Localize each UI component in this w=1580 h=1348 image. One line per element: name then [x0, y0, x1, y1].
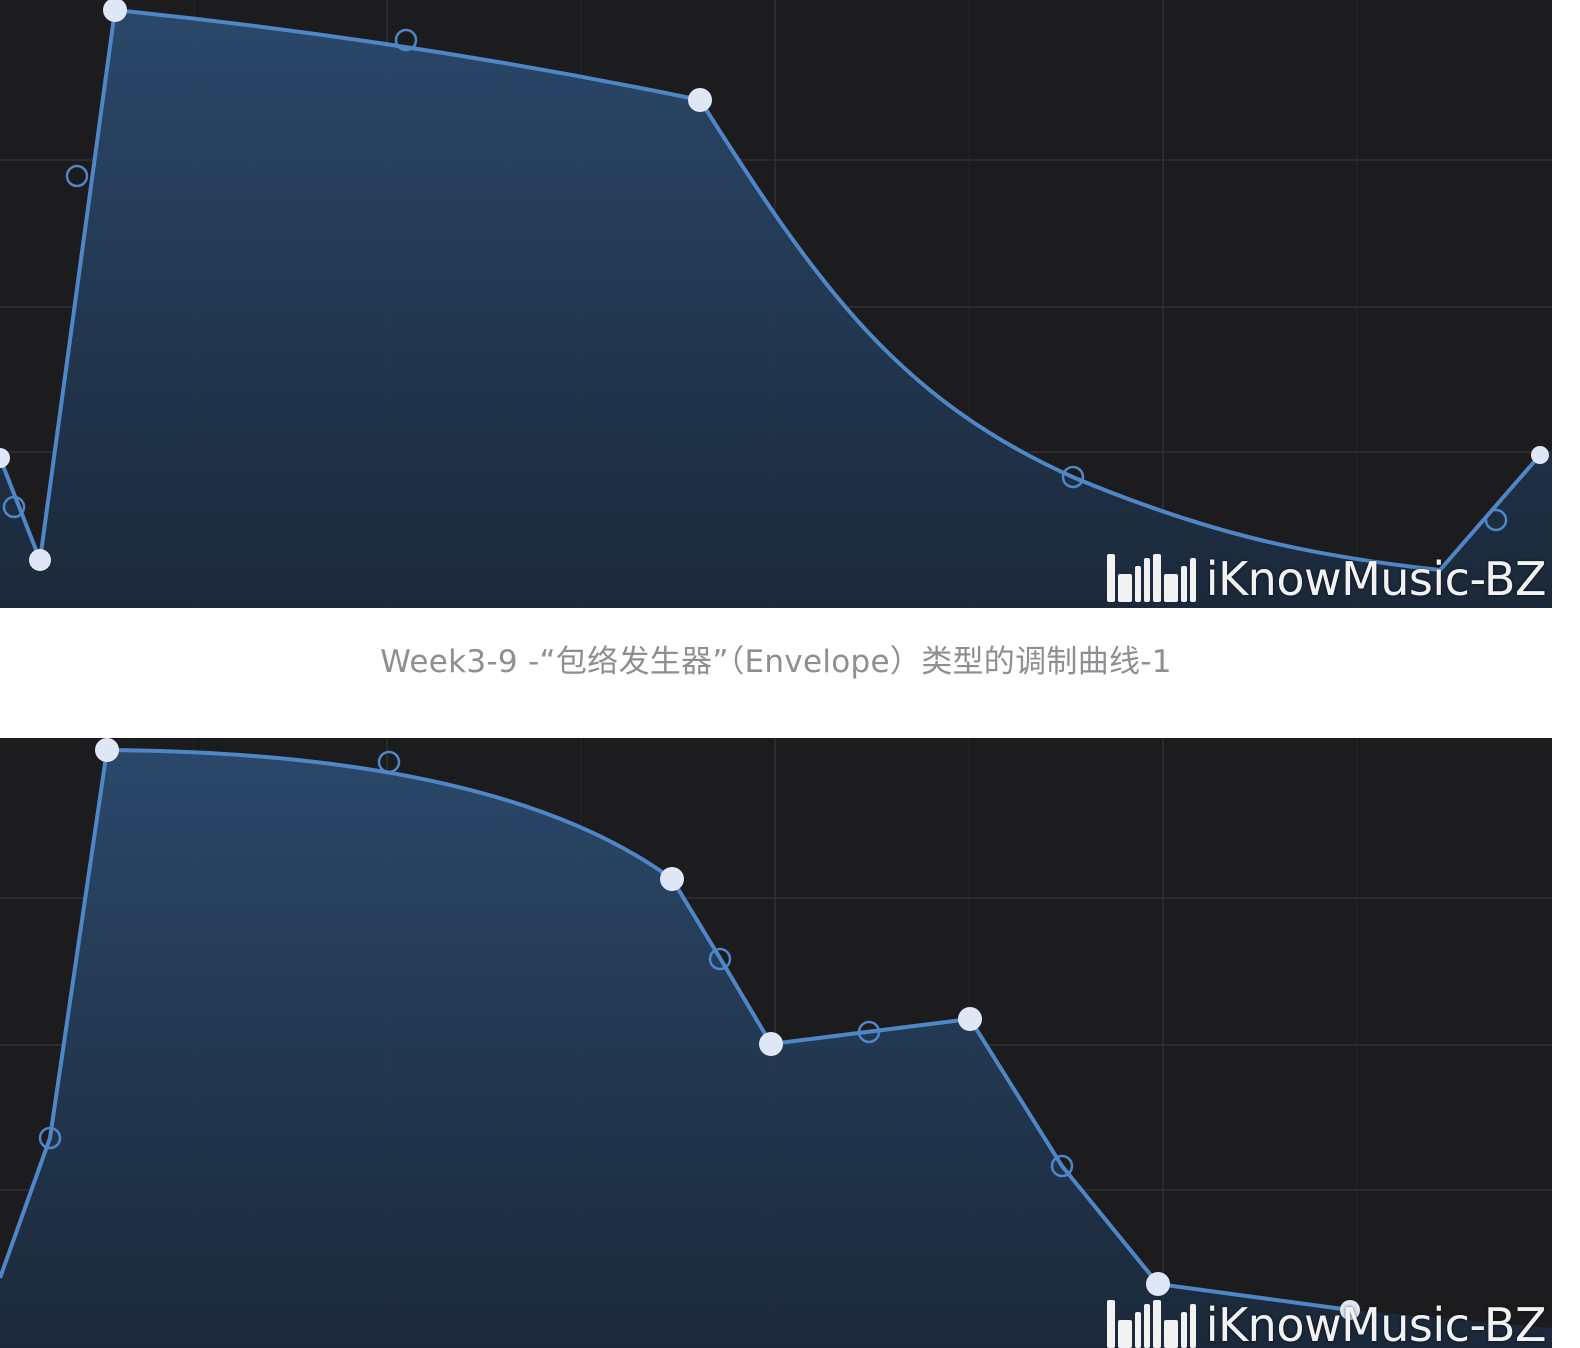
bilibili-logo-icon: [1106, 546, 1196, 602]
bilibili-logo-icon: [1106, 1292, 1196, 1348]
breakpoint-handle[interactable]: [958, 1007, 982, 1031]
curve-handle[interactable]: [857, 1020, 881, 1044]
envelope-canvas-1: [0, 0, 1552, 608]
breakpoint-handle[interactable]: [95, 738, 119, 762]
watermark-text: iKnowMusic-BZ: [1205, 552, 1547, 606]
watermark: iKnowMusic-BZ: [1106, 1292, 1547, 1348]
breakpoint-handle[interactable]: [1146, 1272, 1170, 1296]
curve-handle[interactable]: [38, 1126, 62, 1150]
curve-handle[interactable]: [708, 947, 732, 971]
breakpoint-handle[interactable]: [1340, 1300, 1360, 1320]
breakpoint-handle[interactable]: [688, 88, 712, 112]
breakpoint-handle[interactable]: [660, 867, 684, 891]
curve-handle[interactable]: [1061, 465, 1085, 489]
curve-handle[interactable]: [1050, 1154, 1074, 1178]
envelope-editor-2: iKnowMusic-BZ: [0, 738, 1552, 1348]
breakpoint-handle[interactable]: [103, 0, 127, 22]
watermark: iKnowMusic-BZ: [1106, 546, 1547, 606]
breakpoint-handles: [95, 738, 1360, 1320]
figure-caption: Week3-9 -“包络发生器”（Envelope）类型的调制曲线-1: [380, 644, 1172, 680]
breakpoint-handle[interactable]: [1531, 446, 1549, 464]
curve-handle[interactable]: [394, 28, 418, 52]
curve-handle[interactable]: [2, 495, 26, 519]
envelope-canvas-2: [0, 738, 1552, 1348]
breakpoint-handle[interactable]: [0, 448, 10, 468]
envelope-fill: [0, 10, 1552, 608]
envelope-curve: [0, 747, 1351, 1312]
envelope-curve: [0, 7, 1542, 573]
envelope-editor-1: iKnowMusic-BZ: [0, 0, 1552, 608]
curve-handles: [2, 28, 1508, 532]
breakpoint-handle[interactable]: [29, 549, 51, 571]
curve-handle[interactable]: [377, 750, 401, 774]
breakpoint-handle[interactable]: [759, 1032, 783, 1056]
curve-handles: [38, 750, 1074, 1178]
breakpoint-handles: [0, 0, 1549, 571]
curve-handle[interactable]: [1484, 508, 1508, 532]
watermark-text: iKnowMusic-BZ: [1205, 1298, 1547, 1348]
curve-handle[interactable]: [65, 164, 89, 188]
